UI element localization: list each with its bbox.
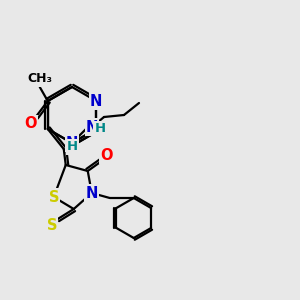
- Text: N: N: [90, 94, 102, 109]
- Text: H: H: [67, 140, 78, 154]
- Text: N: N: [86, 119, 98, 134]
- Text: S: S: [49, 190, 59, 205]
- Text: S: S: [46, 218, 57, 232]
- Text: N: N: [66, 136, 78, 151]
- Text: H: H: [94, 122, 106, 136]
- Text: O: O: [100, 148, 113, 163]
- Text: O: O: [25, 116, 37, 131]
- Text: N: N: [85, 185, 98, 200]
- Text: CH₃: CH₃: [27, 73, 52, 85]
